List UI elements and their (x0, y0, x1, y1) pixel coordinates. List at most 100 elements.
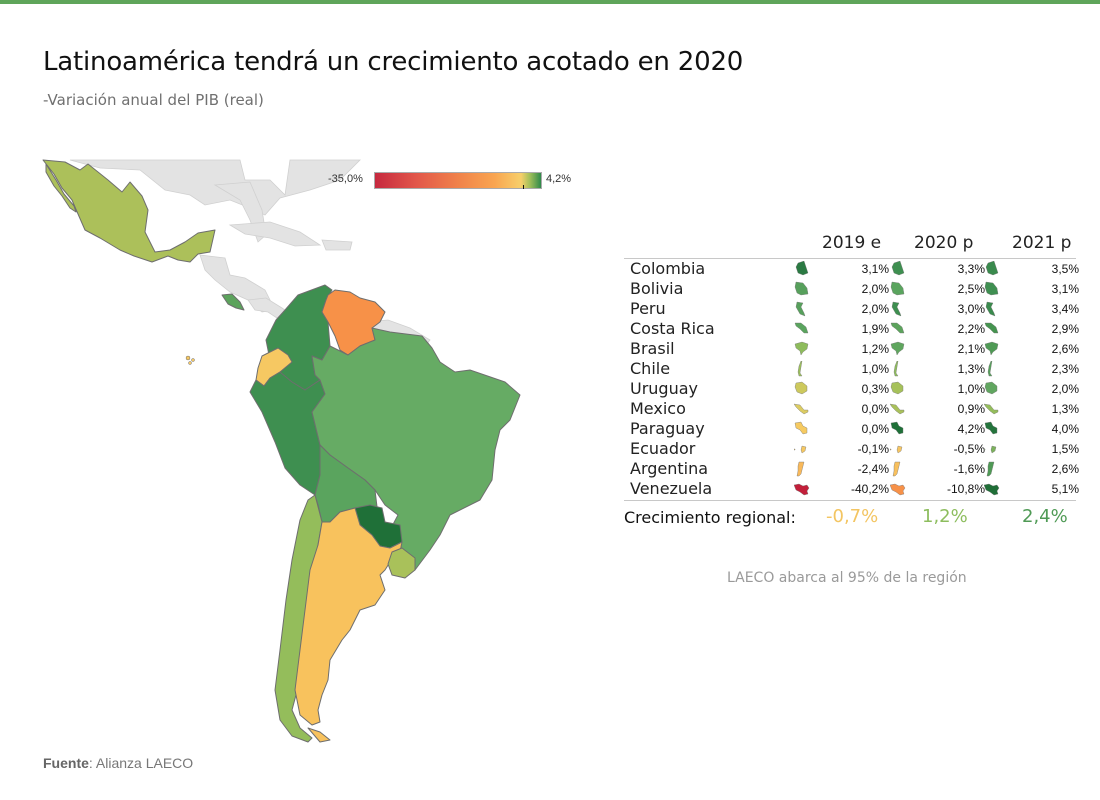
country-name: Mexico (630, 399, 686, 418)
value-cell: 2,0% (794, 279, 889, 299)
growth-value: 2,6% (1051, 462, 1079, 476)
growth-value: 1,3% (957, 362, 985, 376)
value-cell: 0,0% (794, 419, 889, 439)
column-header-2021: 2021 p (1012, 233, 1072, 253)
value-cell: -10,8% (890, 479, 985, 499)
growth-value: 2,1% (957, 342, 985, 356)
growth-value: 2,9% (1051, 322, 1079, 336)
value-cell: 2,5% (890, 279, 985, 299)
value-cell: 0,3% (794, 379, 889, 399)
country-shape-icon (794, 421, 808, 435)
country-shape-icon (794, 341, 809, 356)
country-shape-icon (890, 381, 904, 395)
growth-value: -40,2% (850, 482, 889, 496)
table-header: 2019 e 2020 p 2021 p (624, 228, 1076, 258)
country-shape-icon (794, 445, 807, 454)
growth-value: -2,4% (857, 462, 889, 476)
value-cell: -0,5% (890, 439, 985, 459)
regional-growth-2021: 2,4% (1022, 506, 1068, 527)
value-cell: 2,0% (984, 379, 1079, 399)
map-country-brasil (311, 327, 521, 571)
growth-value: 2,2% (957, 322, 985, 336)
country-shape-icon (984, 322, 999, 334)
growth-value: 4,2% (957, 422, 985, 436)
value-cell: 3,3% (890, 259, 985, 279)
value-cell: 1,5% (984, 439, 1079, 459)
country-shape-icon (890, 421, 904, 435)
source-label: Fuente (43, 755, 89, 771)
value-cell: 1,3% (890, 359, 985, 379)
map-country-mexico (42, 159, 216, 263)
table-row: Costa Rica 1,9% 2,2% 2,9% (624, 319, 1079, 339)
growth-value: 2,0% (1051, 382, 1079, 396)
value-cell: 1,3% (984, 399, 1079, 419)
country-shape-icon (984, 281, 999, 296)
growth-value: 2,0% (861, 302, 889, 316)
growth-value: 1,0% (861, 362, 889, 376)
value-cell: 2,0% (794, 299, 889, 319)
value-cell: 1,0% (890, 379, 985, 399)
country-shape-icon (794, 322, 809, 334)
value-cell: 2,1% (890, 339, 985, 359)
value-cell: 3,4% (984, 299, 1079, 319)
map-country-argentina (294, 507, 403, 743)
value-cell: 2,3% (984, 359, 1079, 379)
growth-value: 0,9% (957, 402, 985, 416)
country-shape-icon (890, 341, 905, 356)
regional-growth-2019: -0,7% (826, 506, 879, 527)
country-shape-icon (984, 445, 997, 454)
source-text: : Alianza LAECO (88, 755, 194, 771)
country-shape-icon (984, 341, 999, 356)
growth-value: -10,8% (946, 482, 985, 496)
country-shape-icon (794, 403, 809, 415)
page-title: Latinoamérica tendrá un crecimiento acot… (43, 47, 744, 77)
coverage-note: LAECO abarca al 95% de la región (727, 570, 967, 586)
country-shape-icon (984, 483, 1000, 496)
country-name: Paraguay (630, 419, 705, 438)
table-top-rule (624, 258, 1076, 259)
country-name: Colombia (630, 259, 706, 278)
table-row: Argentina -2,4% -1,6% 2,6% (624, 459, 1079, 479)
country-shape-icon (794, 381, 808, 395)
growth-value: 0,0% (861, 422, 889, 436)
value-cell: 5,1% (984, 479, 1079, 499)
map-galapagos-islands (185, 355, 195, 365)
country-shape-icon (987, 361, 993, 377)
growth-value: 1,3% (1051, 402, 1079, 416)
growth-value: 3,4% (1051, 302, 1079, 316)
country-shape-icon (797, 361, 803, 377)
country-name: Costa Rica (630, 319, 715, 338)
country-shape-icon (891, 261, 905, 276)
table-row: Ecuador -0,1% -0,5% 1,5% (624, 439, 1079, 459)
country-shape-icon (890, 445, 903, 454)
growth-value: 1,0% (957, 382, 985, 396)
country-name: Peru (630, 299, 666, 318)
value-cell: 2,2% (890, 319, 985, 339)
table-row: Chile 1,0% 1,3% 2,3% (624, 359, 1079, 379)
growth-value: 3,1% (861, 262, 889, 276)
country-name: Uruguay (630, 379, 698, 398)
country-shape-icon (890, 281, 905, 296)
country-shape-icon (892, 461, 901, 477)
growth-value: 5,1% (1051, 482, 1079, 496)
country-shape-icon (795, 261, 809, 276)
growth-value: 4,0% (1051, 422, 1079, 436)
legend-gradient-bar (374, 172, 542, 189)
country-name: Venezuela (630, 479, 713, 498)
value-cell: -2,4% (794, 459, 889, 479)
source-credit: Fuente: Alianza LAECO (43, 755, 193, 771)
value-cell: 1,2% (794, 339, 889, 359)
map-country-uruguay (387, 547, 416, 579)
value-cell: -0,1% (794, 439, 889, 459)
value-cell: 3,1% (984, 279, 1079, 299)
growth-value: 2,0% (861, 282, 889, 296)
country-name: Ecuador (630, 439, 696, 458)
value-cell: 0,9% (890, 399, 985, 419)
legend-min-label: -35,0% (328, 173, 363, 185)
growth-value: 3,5% (1051, 262, 1079, 276)
table-row: Uruguay 0,3% 1,0% 2,0% (624, 379, 1079, 399)
country-shape-icon (984, 381, 998, 395)
map-country-peru (249, 371, 326, 496)
regional-growth: Crecimiento regional: -0,7% 1,2% 2,4% (624, 506, 1084, 536)
table-row: Peru 2,0% 3,0% 3,4% (624, 299, 1079, 319)
